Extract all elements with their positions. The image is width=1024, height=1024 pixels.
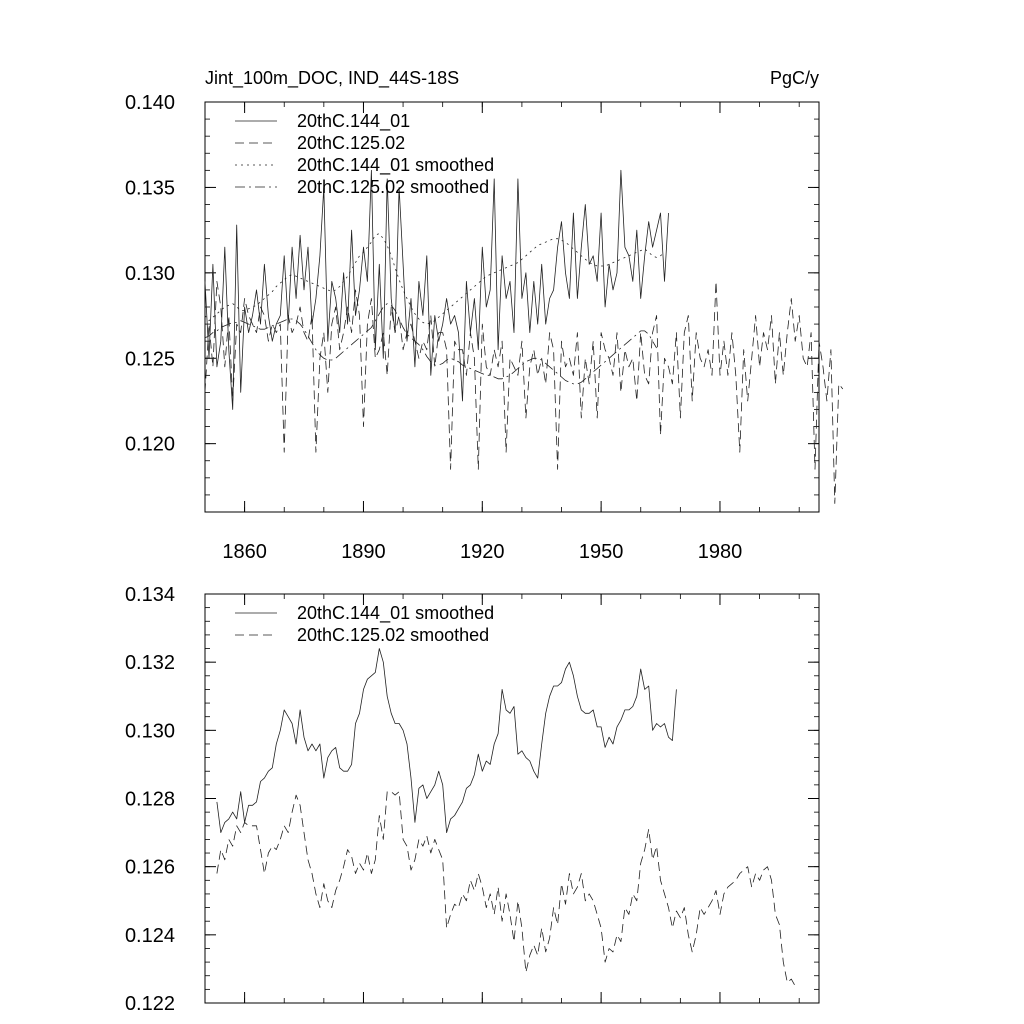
top-panel: 0.120 0.125 0.130 0.135 0.140 1860 1890 1920 195… — [125, 68, 844, 563]
legend-label: 20thC.144_01 smoothed — [297, 155, 494, 176]
series-line-1 — [204, 169, 669, 410]
x-tick-label: 1950 — [579, 541, 624, 563]
y-tick-label: 0.134 — [125, 584, 175, 606]
y-tick-label: 0.126 — [125, 857, 175, 879]
legend-label: 20thC.125.02 — [297, 133, 405, 153]
series-line-2 — [204, 280, 844, 504]
y-tick-label: 0.128 — [125, 789, 175, 811]
bottom-panel: 0.122 0.124 0.126 0.128 0.130 0.132 0.134 20thC… — [125, 584, 820, 1015]
series-line-2 — [216, 791, 796, 987]
x-tick-label: 1980 — [698, 541, 743, 563]
y-tick-label: 0.120 — [125, 434, 175, 456]
chart-title: Jint_100m_DOC, IND_44S-18S — [205, 68, 459, 89]
series-line-3 — [204, 233, 665, 325]
series-line-1 — [216, 648, 677, 833]
x-tick-label: 1860 — [222, 541, 267, 563]
legend-label: 20thC.144_01 — [297, 111, 410, 132]
y-tick-label: 0.130 — [125, 263, 175, 285]
legend-label: 20thC.125.02 smoothed — [297, 177, 489, 197]
x-tick-label: 1890 — [341, 541, 386, 563]
y-tick-label: 0.132 — [125, 652, 175, 674]
y-tick-label: 0.124 — [125, 925, 175, 947]
legend-label: 20thC.144_01 smoothed — [297, 603, 494, 624]
y-tick-label: 0.130 — [125, 720, 175, 742]
x-tick-label: 1920 — [460, 541, 505, 563]
y-tick-label: 0.122 — [125, 993, 175, 1015]
chart-units: PgC/y — [770, 68, 819, 88]
y-tick-label: 0.125 — [125, 348, 175, 370]
y-tick-label: 0.135 — [125, 177, 175, 199]
series-line-4 — [204, 303, 657, 385]
y-tick-label: 0.140 — [125, 92, 175, 114]
legend-label: 20thC.125.02 smoothed — [297, 625, 489, 645]
